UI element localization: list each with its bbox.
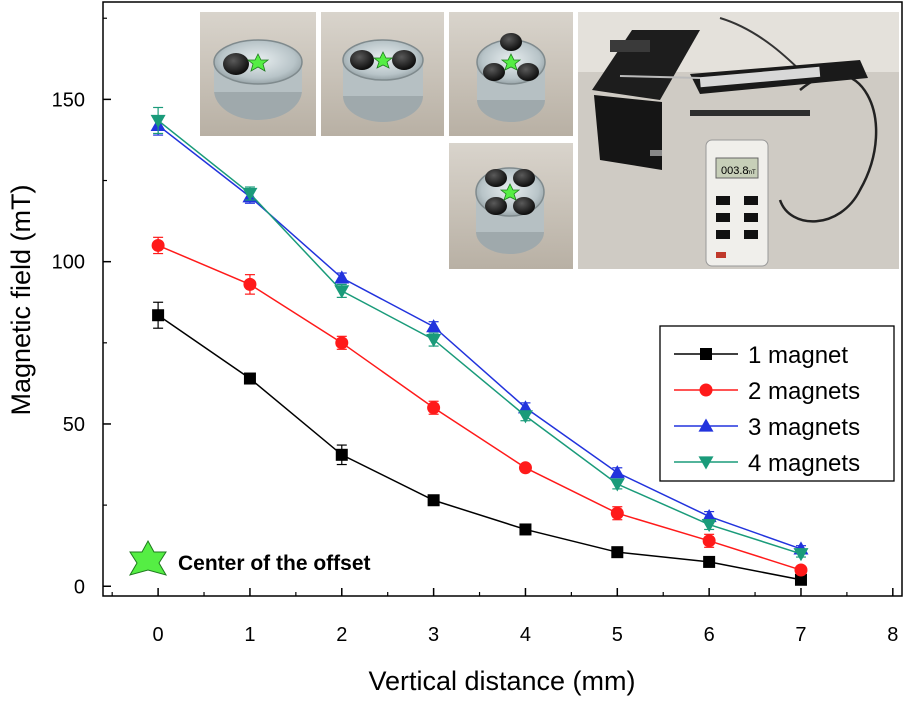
data-point bbox=[242, 187, 258, 202]
data-point bbox=[243, 372, 256, 385]
data-point bbox=[334, 285, 350, 299]
data-point bbox=[609, 465, 625, 479]
data-point bbox=[334, 270, 350, 284]
legend-item: 4 magnets bbox=[674, 450, 860, 477]
data-point bbox=[703, 555, 716, 568]
data-point bbox=[611, 546, 624, 559]
legend: 1 magnet 2 magnets 3 magnets 4 magnets bbox=[659, 325, 895, 482]
x-axis: 0 1 2 3 4 5 6 7 8 bbox=[111, 588, 898, 646]
four-magnets-photo bbox=[449, 143, 573, 269]
data-point bbox=[426, 333, 442, 348]
series-line bbox=[157, 244, 802, 571]
data-point bbox=[610, 506, 624, 520]
data-point bbox=[609, 478, 625, 492]
legend-label: 3 magnets bbox=[748, 414, 860, 441]
data-point bbox=[794, 563, 808, 577]
green-star-icon bbox=[128, 539, 168, 576]
legend-marker bbox=[700, 348, 712, 360]
series-line bbox=[157, 119, 802, 555]
two-magnets-photo bbox=[321, 12, 444, 136]
x-tick-label: 6 bbox=[704, 624, 715, 646]
legend-marker bbox=[698, 456, 714, 470]
series-layer bbox=[150, 106, 809, 586]
data-point bbox=[150, 114, 166, 128]
legend-marker bbox=[699, 383, 713, 397]
legend-item: 1 magnet bbox=[674, 342, 848, 369]
series-1-magnet bbox=[152, 301, 807, 586]
legend-label: 1 magnet bbox=[748, 342, 848, 369]
legend-box bbox=[659, 325, 895, 482]
data-point bbox=[517, 410, 533, 424]
legend-item: 2 magnets bbox=[674, 378, 860, 405]
data-point bbox=[701, 518, 717, 533]
data-point bbox=[427, 401, 441, 415]
data-point bbox=[151, 238, 165, 252]
y-axis-title: Magnetic field (mT) bbox=[6, 184, 36, 415]
center-offset-annotation: Center of the offset bbox=[128, 539, 371, 576]
series-line bbox=[157, 314, 802, 581]
y-tick-label: 0 bbox=[74, 576, 85, 598]
gaussmeter-unit: mT bbox=[747, 170, 756, 176]
green-star-icon bbox=[499, 183, 521, 201]
data-point bbox=[335, 336, 349, 350]
data-point bbox=[794, 573, 807, 586]
data-point bbox=[426, 319, 442, 333]
y-tick-label: 150 bbox=[52, 89, 85, 111]
green-star-icon bbox=[372, 51, 394, 69]
plot-frame bbox=[102, 1, 903, 597]
gaussmeter-readout: 003.8 bbox=[721, 165, 749, 177]
data-point bbox=[335, 448, 348, 461]
one-magnet-photo bbox=[200, 12, 316, 136]
inset-photos: 003.8 mT bbox=[200, 12, 899, 269]
x-tick-label: 5 bbox=[612, 624, 623, 646]
x-tick-label: 2 bbox=[336, 624, 347, 646]
syringe-pump-gaussmeter-photo: 003.8 mT bbox=[578, 12, 899, 269]
data-point bbox=[793, 548, 809, 562]
data-point bbox=[243, 277, 257, 291]
data-point bbox=[702, 534, 716, 548]
y-tick-label: 100 bbox=[52, 252, 85, 274]
annotation-text: Center of the offset bbox=[178, 552, 371, 575]
y-tick-label: 50 bbox=[63, 414, 85, 436]
three-magnets-photo bbox=[449, 12, 573, 136]
data-point bbox=[427, 494, 440, 507]
x-tick-label: 4 bbox=[520, 624, 531, 646]
data-point bbox=[701, 508, 717, 523]
data-point bbox=[518, 461, 532, 475]
x-tick-label: 8 bbox=[887, 624, 898, 646]
legend-marker bbox=[698, 418, 714, 432]
legend-label: 2 magnets bbox=[748, 378, 860, 405]
green-star-icon bbox=[246, 53, 270, 72]
x-tick-label: 0 bbox=[153, 624, 164, 646]
series-4-magnets bbox=[150, 106, 809, 562]
data-point bbox=[519, 523, 532, 536]
y-axis: 0 50 100 150 bbox=[52, 17, 111, 598]
data-point bbox=[517, 400, 533, 414]
x-tick-label: 1 bbox=[244, 624, 255, 646]
legend-label: 4 magnets bbox=[748, 450, 860, 477]
data-point bbox=[152, 309, 165, 322]
legend-item: 3 magnets bbox=[674, 414, 860, 441]
x-tick-label: 7 bbox=[795, 624, 806, 646]
green-star-icon bbox=[500, 53, 522, 71]
x-axis-title: Vertical distance (mm) bbox=[368, 666, 635, 696]
series-2-magnets bbox=[151, 236, 808, 577]
x-tick-label: 3 bbox=[428, 624, 439, 646]
